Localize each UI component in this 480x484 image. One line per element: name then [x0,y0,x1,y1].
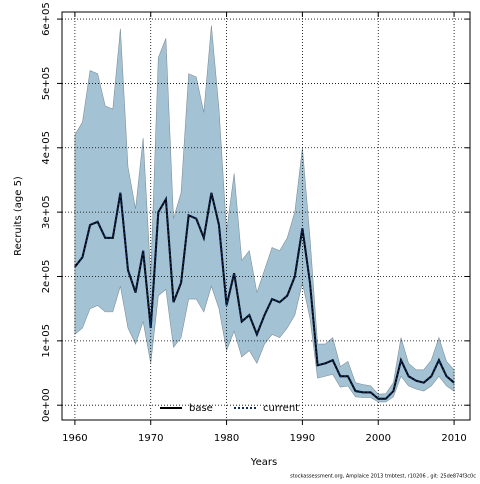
legend-label: base [189,403,213,414]
plot-frame [61,11,471,421]
series-line [74,192,455,400]
y-tick-label: 4e+05 [41,131,52,165]
x-tick-label: 2000 [366,433,391,444]
legend-label: current [263,403,299,414]
x-tick-label: 1990 [290,433,315,444]
x-tick-label: 1960 [62,433,87,444]
x-tick-label: 1980 [214,433,239,444]
confidence-band [74,25,455,403]
y-tick-label: 2e+05 [41,260,52,294]
x-tick-label: 2010 [441,433,466,444]
y-tick-label: 5e+05 [41,67,52,101]
y-tick-label: 3e+05 [41,195,52,229]
y-tick-label: 0e+00 [41,388,52,422]
footer: stockassessment.org, Amplaice 2013 tmbte… [290,474,476,480]
y-axis-label: Recruits (age 5) [13,176,24,256]
y-tick-label: 1e+05 [41,324,52,358]
x-axis-label: Years [250,457,277,468]
x-tick-label: 1970 [138,433,163,444]
y-tick-label: 6e+05 [41,2,52,36]
